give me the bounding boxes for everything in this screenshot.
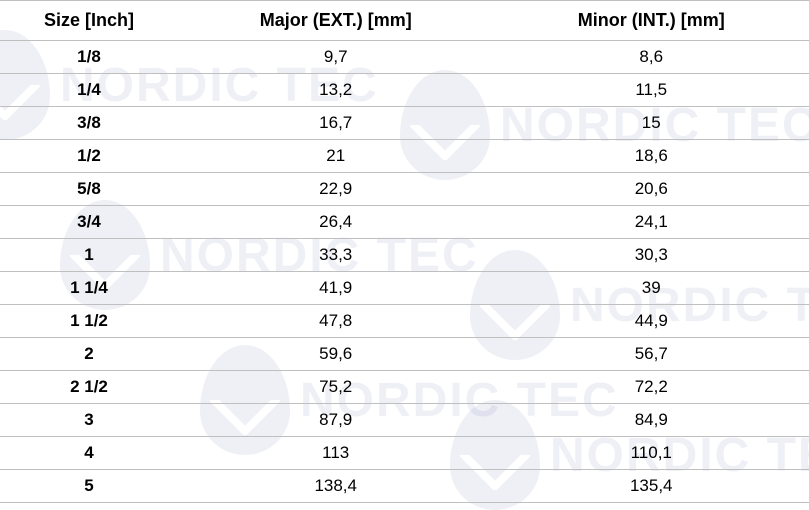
cell-size: 3 (0, 404, 178, 437)
table-row: 1/413,211,5 (0, 74, 809, 107)
cell-minor: 135,4 (493, 470, 809, 503)
cell-minor: 30,3 (493, 239, 809, 272)
cell-major: 138,4 (178, 470, 494, 503)
cell-minor: 84,9 (493, 404, 809, 437)
table-row: 3/426,424,1 (0, 206, 809, 239)
table-row: 133,330,3 (0, 239, 809, 272)
cell-size: 1 1/2 (0, 305, 178, 338)
cell-size: 2 (0, 338, 178, 371)
cell-size: 1/4 (0, 74, 178, 107)
cell-major: 75,2 (178, 371, 494, 404)
cell-size: 1/2 (0, 140, 178, 173)
cell-minor: 11,5 (493, 74, 809, 107)
cell-major: 16,7 (178, 107, 494, 140)
cell-size: 5/8 (0, 173, 178, 206)
table-row: 4113110,1 (0, 437, 809, 470)
cell-size: 1/8 (0, 41, 178, 74)
cell-size: 5 (0, 470, 178, 503)
cell-minor: 15 (493, 107, 809, 140)
cell-major: 33,3 (178, 239, 494, 272)
cell-major: 13,2 (178, 74, 494, 107)
cell-minor: 18,6 (493, 140, 809, 173)
table-row: 5/822,920,6 (0, 173, 809, 206)
cell-size: 3/4 (0, 206, 178, 239)
table-row: 1/89,78,6 (0, 41, 809, 74)
cell-major: 59,6 (178, 338, 494, 371)
cell-major: 113 (178, 437, 494, 470)
cell-major: 26,4 (178, 206, 494, 239)
table-row: 1 1/247,844,9 (0, 305, 809, 338)
cell-minor: 110,1 (493, 437, 809, 470)
cell-major: 9,7 (178, 41, 494, 74)
cell-minor: 56,7 (493, 338, 809, 371)
cell-major: 21 (178, 140, 494, 173)
cell-minor: 44,9 (493, 305, 809, 338)
table-row: 1 1/441,939 (0, 272, 809, 305)
cell-size: 1 1/4 (0, 272, 178, 305)
table-row: 3/816,715 (0, 107, 809, 140)
table-header-row: Size [Inch] Major (EXT.) [mm] Minor (INT… (0, 1, 809, 41)
col-header-minor: Minor (INT.) [mm] (493, 1, 809, 41)
col-header-major: Major (EXT.) [mm] (178, 1, 494, 41)
cell-major: 47,8 (178, 305, 494, 338)
cell-minor: 20,6 (493, 173, 809, 206)
table-row: 2 1/275,272,2 (0, 371, 809, 404)
cell-minor: 8,6 (493, 41, 809, 74)
cell-major: 22,9 (178, 173, 494, 206)
cell-size: 2 1/2 (0, 371, 178, 404)
cell-size: 3/8 (0, 107, 178, 140)
cell-size: 1 (0, 239, 178, 272)
table-row: 387,984,9 (0, 404, 809, 437)
table-row: 1/22118,6 (0, 140, 809, 173)
cell-minor: 24,1 (493, 206, 809, 239)
cell-major: 41,9 (178, 272, 494, 305)
table-row: 5138,4135,4 (0, 470, 809, 503)
col-header-size: Size [Inch] (0, 1, 178, 41)
cell-major: 87,9 (178, 404, 494, 437)
cell-size: 4 (0, 437, 178, 470)
table-body: 1/89,78,61/413,211,53/816,7151/22118,65/… (0, 41, 809, 503)
thread-size-table: Size [Inch] Major (EXT.) [mm] Minor (INT… (0, 0, 809, 503)
table-row: 259,656,7 (0, 338, 809, 371)
cell-minor: 39 (493, 272, 809, 305)
cell-minor: 72,2 (493, 371, 809, 404)
